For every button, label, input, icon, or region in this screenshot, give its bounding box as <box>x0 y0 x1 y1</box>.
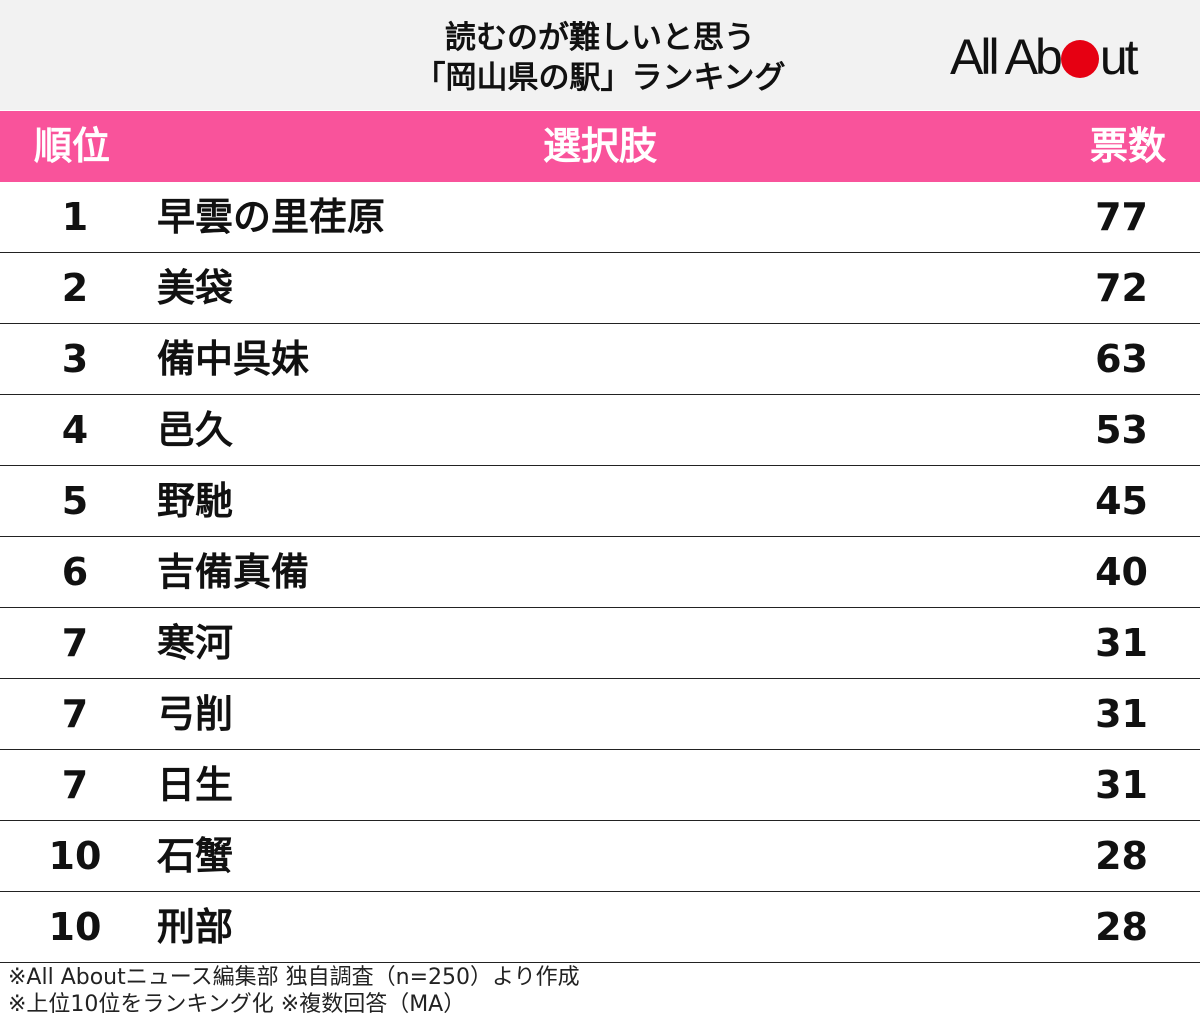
table-row: 3 備中呉妹 63 <box>0 324 1200 395</box>
votes-cell: 63 <box>1095 337 1148 381</box>
station-name-cell: 日生 <box>157 763 234 807</box>
votes-cell: 45 <box>1095 479 1148 523</box>
station-name-cell: 早雲の里荏原 <box>157 195 386 239</box>
table-row: 6 吉備真備 40 <box>0 537 1200 608</box>
rank-cell: 7 <box>61 621 89 665</box>
table-row: 7 日生 31 <box>0 750 1200 821</box>
table-row: 10 刑部 28 <box>0 892 1200 963</box>
rank-cell: 5 <box>61 479 89 523</box>
station-name-cell: 吉備真備 <box>157 550 310 594</box>
allabout-logo: All Ab ut <box>950 29 1139 85</box>
footnote-line-2: ※上位10位をランキング化 ※複数回答（MA） <box>8 992 466 1017</box>
table-row: 7 寒河 31 <box>0 608 1200 679</box>
table-header: 選択肢 順位 票数 <box>0 111 1200 182</box>
station-name-cell: 邑久 <box>157 408 234 452</box>
rank-cell: 4 <box>61 408 89 452</box>
logo-text-before: All Ab <box>950 29 1063 85</box>
rank-cell: 10 <box>48 905 102 949</box>
header-choice: 選択肢 <box>542 124 657 168</box>
station-name-cell: 刑部 <box>157 905 234 949</box>
table-row: 2 美袋 72 <box>0 253 1200 324</box>
votes-cell: 31 <box>1095 621 1148 665</box>
rank-cell: 1 <box>61 195 89 239</box>
table-row: 5 野馳 45 <box>0 466 1200 537</box>
station-name-cell: 寒河 <box>157 621 234 665</box>
station-name-cell: 野馳 <box>157 479 234 523</box>
rank-cell: 7 <box>61 692 89 736</box>
title-line-2: 「岡山県の駅」ランキング <box>414 60 786 96</box>
votes-cell: 31 <box>1095 692 1148 736</box>
rank-cell: 3 <box>61 337 89 381</box>
votes-cell: 53 <box>1095 408 1148 452</box>
votes-cell: 28 <box>1095 905 1148 949</box>
table-row: 1 早雲の里荏原 77 <box>0 182 1200 253</box>
rank-cell: 2 <box>61 266 89 310</box>
header-votes: 票数 <box>1089 124 1166 168</box>
votes-cell: 72 <box>1095 266 1148 310</box>
footnote: ※All Aboutニュース編集部 独自調査（n=250）より作成 ※上位10位… <box>8 964 580 1018</box>
votes-cell: 40 <box>1095 550 1148 594</box>
votes-cell: 28 <box>1095 834 1148 878</box>
header-rank: 順位 <box>34 124 111 168</box>
page-title: 読むのが難しいと思う 「岡山県の駅」ランキング <box>300 18 900 98</box>
votes-cell: 31 <box>1095 763 1148 807</box>
logo-dot-icon <box>1060 40 1099 78</box>
title-area: 読むのが難しいと思う 「岡山県の駅」ランキング All Ab ut <box>0 0 1200 110</box>
title-line-1: 読むのが難しいと思う <box>445 20 755 56</box>
rank-cell: 7 <box>61 763 89 807</box>
logo-text-after: ut <box>1099 29 1139 85</box>
rank-cell: 10 <box>48 834 102 878</box>
table-row: 7 弓削 31 <box>0 679 1200 750</box>
table-row: 10 石蟹 28 <box>0 821 1200 892</box>
votes-cell: 77 <box>1095 195 1148 239</box>
station-name-cell: 美袋 <box>157 266 234 310</box>
station-name-cell: 弓削 <box>157 692 234 736</box>
footnote-line-1: ※All Aboutニュース編集部 独自調査（n=250）より作成 <box>8 965 580 990</box>
table-row: 4 邑久 53 <box>0 395 1200 466</box>
rank-cell: 6 <box>61 550 89 594</box>
station-name-cell: 備中呉妹 <box>157 337 310 381</box>
station-name-cell: 石蟹 <box>157 834 234 878</box>
table-body: 1 早雲の里荏原 77 2 美袋 72 3 備中呉妹 63 4 邑久 53 5 野馳 45 6 吉備真備 40 7 寒… <box>0 182 1200 963</box>
